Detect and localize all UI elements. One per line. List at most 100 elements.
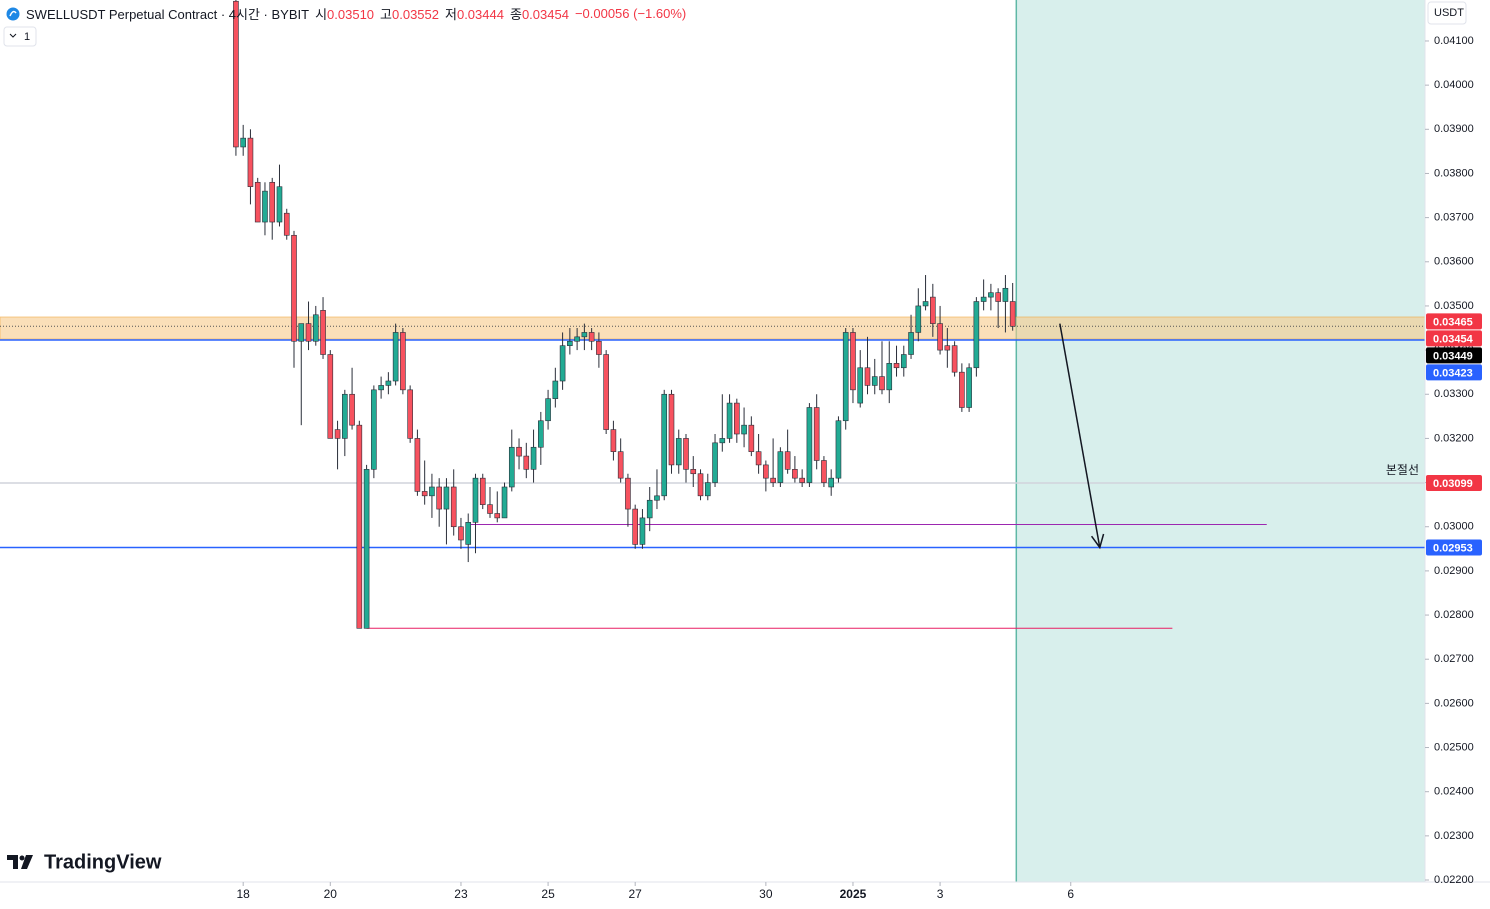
currency-box[interactable] [1427,1,1467,25]
symbol: SWELLUSDT Perpetual Contract · 4시간 · BYB… [26,7,310,22]
y-tick-label: 0.02700 [1434,653,1474,665]
header: SWELLUSDT Perpetual Contract · 4시간 · BYB… [6,4,686,23]
candle-body [552,380,559,399]
candle-body [494,513,501,519]
candle-body [871,376,878,386]
candle-body [959,371,965,408]
candle-body [937,323,943,351]
candle-body [385,380,392,386]
price-label-bg [1426,539,1482,556]
candle-body [443,486,450,510]
candle-body [850,332,856,391]
y-tick-label: 0.03900 [1434,123,1474,135]
candle-body [857,367,864,404]
collapse-badge[interactable] [3,26,37,47]
candle-body [298,323,305,342]
candle-body [429,486,435,497]
x-tick-label: 20 [324,887,338,901]
candle-body [254,181,261,223]
candle-body [973,301,980,369]
candle-body [320,310,326,355]
candle-body [828,477,834,488]
y-tick-label: 0.03200 [1434,432,1474,444]
candle-body [530,446,537,470]
x-tick-label: 18 [237,887,251,901]
candle-body [421,491,428,497]
y-tick-label: 0.03800 [1434,167,1474,179]
candle-body [371,389,377,470]
y-tick-label: 0.02200 [1434,874,1474,886]
candle-body [741,424,747,435]
candle-body [356,424,363,629]
candle-body [574,336,580,342]
y-tick-label: 0.03300 [1434,388,1474,400]
projection-area [1016,0,1425,882]
candle-body [603,354,609,430]
y-tick-label: 0.02400 [1434,786,1474,798]
candle-body [951,345,958,373]
price-label: 0.03423 [1433,367,1473,379]
arrow [1059,323,1101,548]
candle-body [748,424,755,452]
x-tick-label: 2025 [840,887,867,901]
currency: USDT [1434,7,1464,19]
legend-label: 저 [445,7,457,22]
candle-body [407,389,413,439]
plot: 본절선 [0,0,1426,882]
candle-body [559,345,566,382]
price-axis [1425,0,1490,904]
candle-body [646,499,653,519]
x-tick-label: 30 [759,887,773,901]
candle-body [661,393,668,497]
legend-value: 0.03444 [456,7,504,22]
candle-body [821,460,827,483]
legend-value: 0.03510 [327,7,375,22]
candle-body [501,486,508,519]
candle-body [269,181,276,223]
candle-body [625,477,631,510]
x-tick-label: 3 [937,887,944,901]
price-label: 0.03099 [1433,478,1473,490]
legend-item: 고0.03552 [380,4,439,23]
candle-body [842,332,849,422]
candle-body [487,504,493,514]
y-tick-label: 0.03600 [1434,256,1474,268]
y-tick-label: 0.03700 [1434,212,1474,224]
candle-body [508,446,515,488]
y-tick-label: 0.02800 [1434,609,1474,621]
candle-body [813,407,820,461]
y-tick-label: 0.04000 [1434,79,1474,91]
axis-labels: 0.04100 0.04000 0.03900 0.03800 0.03700 0.036… [237,35,1482,901]
candle-body [342,393,348,439]
candle-body [523,455,530,470]
legend-value: 0.03552 [392,7,439,22]
candle-body [995,292,1001,302]
price-label: 0.03449 [1433,350,1473,362]
candle-body [777,451,784,483]
candle-body [1009,301,1016,327]
price-label-bg [1426,475,1482,492]
y-tick-label: 0.02600 [1434,697,1474,709]
candle-body [755,451,762,466]
candle-body [291,234,297,342]
candle-body [683,438,689,470]
candle-body [806,407,813,483]
candle-body [719,438,726,444]
candle-body [378,385,384,391]
candle-body [886,363,893,391]
candle-body [233,0,239,148]
candle-body [799,477,805,483]
candle-body [617,451,624,479]
brand: TradingView [44,851,162,873]
x-tick-label: 27 [629,887,643,901]
y-tick-label: 0.02900 [1434,565,1474,577]
candle-body [697,473,704,497]
candle-body [414,438,421,492]
candle-body [596,340,602,355]
candle-body [392,332,399,382]
legend-label: 고 [380,7,392,22]
zone [0,316,1426,340]
price-label-bg [1426,313,1482,330]
chevron [9,33,17,38]
